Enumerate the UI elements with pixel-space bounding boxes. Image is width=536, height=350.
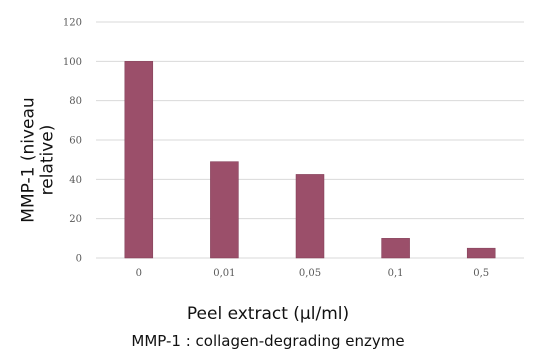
- bar: [295, 174, 325, 259]
- chart-caption: MMP-1 : collagen-degrading enzyme: [131, 332, 405, 350]
- y-tick-label: 100: [63, 57, 82, 68]
- y-tick-label: 40: [69, 175, 82, 186]
- y-tick-label: 0: [76, 254, 82, 265]
- bar: [210, 161, 239, 259]
- bar: [124, 61, 154, 259]
- y-tick-label: 20: [69, 214, 82, 225]
- x-tick-label: 0,01: [213, 268, 235, 279]
- bar-chart: 0 20 40 60 80 100 120 0 0,01 0,05 0,1 0,5: [63, 18, 524, 279]
- x-tick-label: 0,1: [388, 268, 404, 279]
- x-tick-label: 0,05: [299, 268, 321, 279]
- y-tick-label: 120: [63, 18, 82, 29]
- x-tick-label: 0,5: [473, 268, 489, 279]
- y-tick-label: 80: [69, 96, 82, 107]
- y-tick-label: 60: [69, 136, 82, 147]
- bar: [381, 238, 410, 259]
- bar: [466, 247, 496, 259]
- x-axis-title: Peel extract (µl/ml): [186, 304, 350, 324]
- x-tick-label: 0: [136, 268, 142, 279]
